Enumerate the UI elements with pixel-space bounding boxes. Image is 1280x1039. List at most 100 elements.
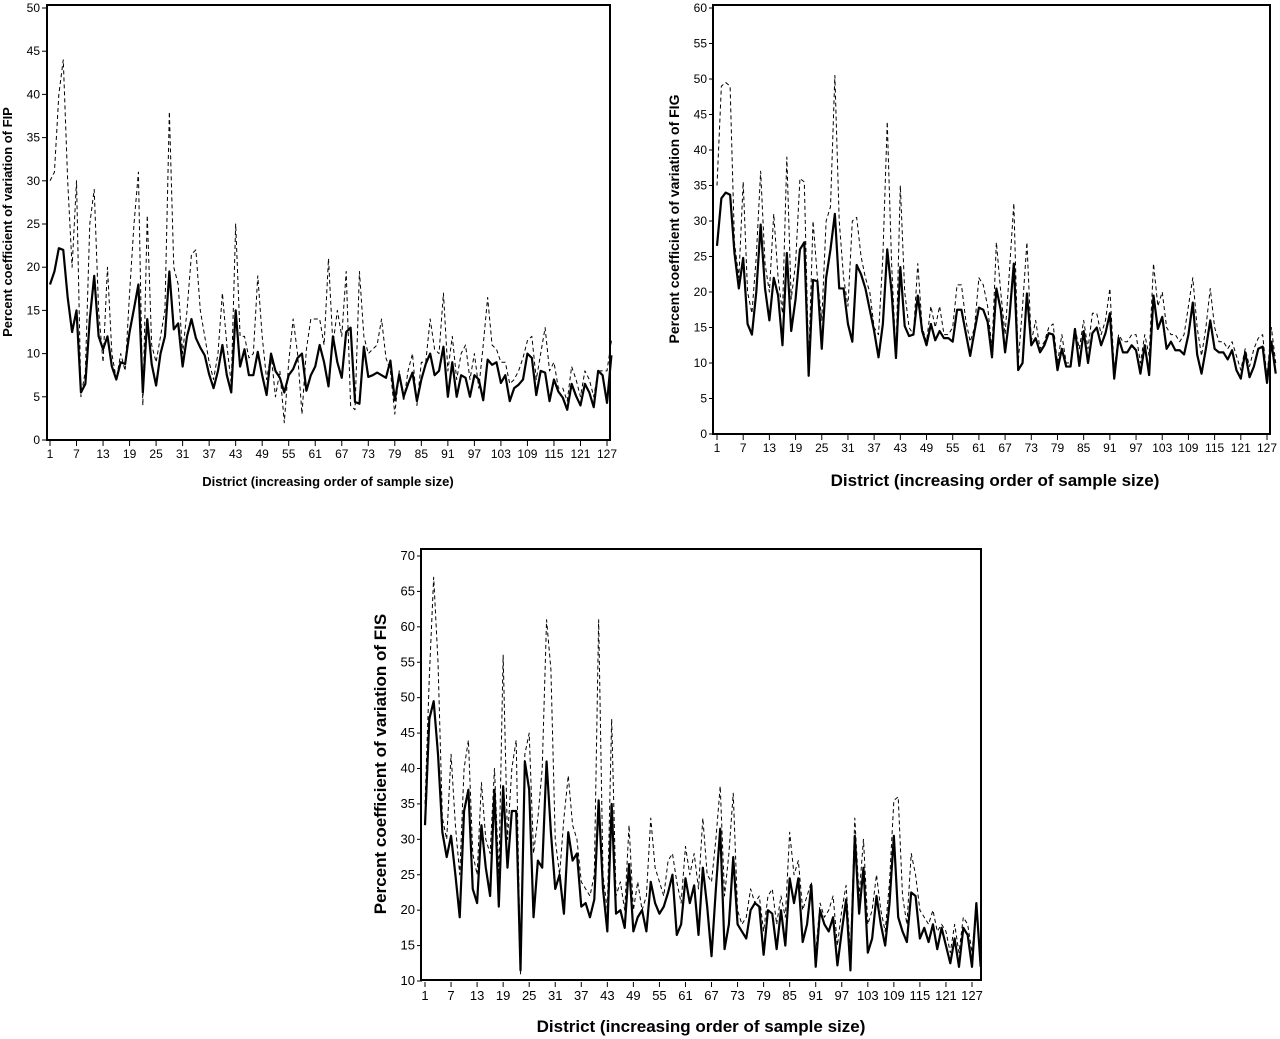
x-tick-label: 103 [1152, 441, 1172, 455]
y-tick-label: 50 [694, 72, 708, 86]
x-tick-label: 73 [1025, 441, 1039, 455]
series-group [715, 74, 1277, 384]
x-tick-label: 91 [441, 447, 455, 461]
y-axis-ticks: 0 5 10 15 20 25 30 35 40 45 50 [27, 1, 47, 447]
x-tick-label: 67 [998, 441, 1012, 455]
x-tick-label: 127 [961, 988, 983, 1003]
y-tick-label: 70 [401, 548, 415, 563]
series-line-dashed [716, 74, 1277, 378]
y-tick-label: 10 [694, 356, 708, 370]
x-axis-label: District (increasing order of sample siz… [202, 474, 453, 489]
x-tick-label: 97 [1129, 441, 1143, 455]
x-tick-label: 55 [946, 441, 960, 455]
y-tick-label: 60 [694, 1, 708, 15]
y-axis-label: Percent coefficient of variation of FIS [371, 614, 390, 914]
y-tick-label: 0 [700, 427, 707, 441]
x-axis-label: District (increasing order of sample siz… [831, 471, 1160, 490]
y-tick-label: 20 [401, 902, 415, 917]
x-tick-label: 1 [714, 441, 721, 455]
x-tick-label: 25 [522, 988, 536, 1003]
y-tick-label: 60 [401, 619, 415, 634]
x-tick-label: 25 [149, 447, 163, 461]
y-tick-label: 65 [401, 583, 415, 598]
y-tick-label: 20 [27, 260, 41, 274]
x-tick-label: 13 [763, 441, 777, 455]
plot-area-frame [712, 4, 1271, 435]
x-tick-label: 91 [808, 988, 822, 1003]
x-tick-label: 7 [73, 447, 80, 461]
x-tick-label: 109 [1178, 441, 1198, 455]
x-tick-label: 25 [815, 441, 829, 455]
x-tick-label: 85 [415, 447, 429, 461]
x-tick-label: 55 [652, 988, 666, 1003]
x-tick-label: 97 [468, 447, 482, 461]
y-tick-label: 0 [33, 433, 40, 447]
x-tick-label: 49 [920, 441, 934, 455]
x-tick-label: 61 [972, 441, 986, 455]
y-tick-label: 15 [27, 303, 41, 317]
y-tick-label: 40 [401, 761, 415, 776]
y-axis-label: Percent coefficient of variation of FIG [666, 94, 682, 343]
x-tick-label: 37 [574, 988, 588, 1003]
y-tick-label: 45 [694, 108, 708, 122]
series-line-solid [423, 700, 982, 972]
x-tick-label: 61 [678, 988, 692, 1003]
y-tick-label: 35 [401, 796, 415, 811]
x-tick-label: 115 [910, 988, 931, 1003]
x-tick-label: 19 [496, 988, 510, 1003]
x-tick-label: 103 [857, 988, 879, 1003]
x-tick-label: 7 [447, 988, 454, 1003]
y-tick-label: 10 [27, 347, 41, 361]
y-tick-label: 25 [27, 217, 41, 231]
x-tick-label: 79 [1051, 441, 1065, 455]
y-tick-label: 55 [401, 654, 415, 669]
y-tick-label: 55 [694, 37, 708, 51]
x-tick-label: 49 [256, 447, 270, 461]
x-axis-label: District (increasing order of sample siz… [537, 1017, 866, 1036]
x-tick-label: 43 [229, 447, 243, 461]
chart-fig: 0 5 10 15 20 25 30 35 40 45 50 55 60 1 7 13 19 25 31 37 43 4… [666, 1, 1277, 490]
y-tick-label: 25 [401, 867, 415, 882]
y-tick-label: 40 [694, 143, 708, 157]
x-tick-label: 19 [789, 441, 803, 455]
y-tick-label: 30 [401, 831, 415, 846]
x-tick-label: 49 [626, 988, 640, 1003]
y-axis-ticks: 10 15 20 25 30 35 40 45 50 55 60 65 70 [401, 548, 422, 988]
x-tick-label: 61 [309, 447, 323, 461]
x-tick-label: 7 [740, 441, 747, 455]
x-tick-label: 55 [282, 447, 296, 461]
x-tick-label: 13 [470, 988, 484, 1003]
series-group [48, 59, 613, 424]
series-group [423, 576, 982, 975]
x-tick-label: 43 [600, 988, 614, 1003]
y-tick-label: 35 [694, 179, 708, 193]
x-tick-label: 85 [1077, 441, 1091, 455]
x-axis-ticks: 1 7 13 19 25 31 37 43 49 55 61 67 73 79 85 91 97 103 109 11… [714, 435, 1277, 455]
x-tick-label: 127 [597, 447, 617, 461]
y-tick-label: 25 [694, 250, 708, 264]
y-tick-label: 30 [27, 174, 41, 188]
x-axis-ticks: 1 7 13 19 25 31 37 43 49 55 61 67 73 79 85 91 97 103 109 11… [421, 982, 983, 1003]
x-tick-label: 115 [544, 447, 563, 461]
series-line-solid [48, 247, 613, 411]
x-tick-label: 109 [883, 988, 905, 1003]
y-tick-label: 40 [27, 87, 41, 101]
y-tick-label: 45 [27, 44, 41, 58]
y-tick-label: 35 [27, 131, 41, 145]
x-tick-label: 31 [841, 441, 855, 455]
x-tick-label: 85 [782, 988, 796, 1003]
y-tick-label: 20 [694, 285, 708, 299]
x-tick-label: 73 [730, 988, 744, 1003]
x-tick-label: 91 [1103, 441, 1117, 455]
y-axis-label: Percent coefficient of variation of FIP [0, 107, 15, 337]
x-tick-label: 109 [517, 447, 537, 461]
x-tick-label: 13 [96, 447, 110, 461]
x-tick-label: 37 [867, 441, 881, 455]
y-tick-label: 15 [401, 938, 415, 953]
x-tick-label: 121 [1231, 441, 1251, 455]
y-tick-label: 45 [401, 725, 415, 740]
x-tick-label: 67 [335, 447, 349, 461]
x-tick-label: 43 [894, 441, 908, 455]
plot-area-frame [46, 4, 611, 441]
